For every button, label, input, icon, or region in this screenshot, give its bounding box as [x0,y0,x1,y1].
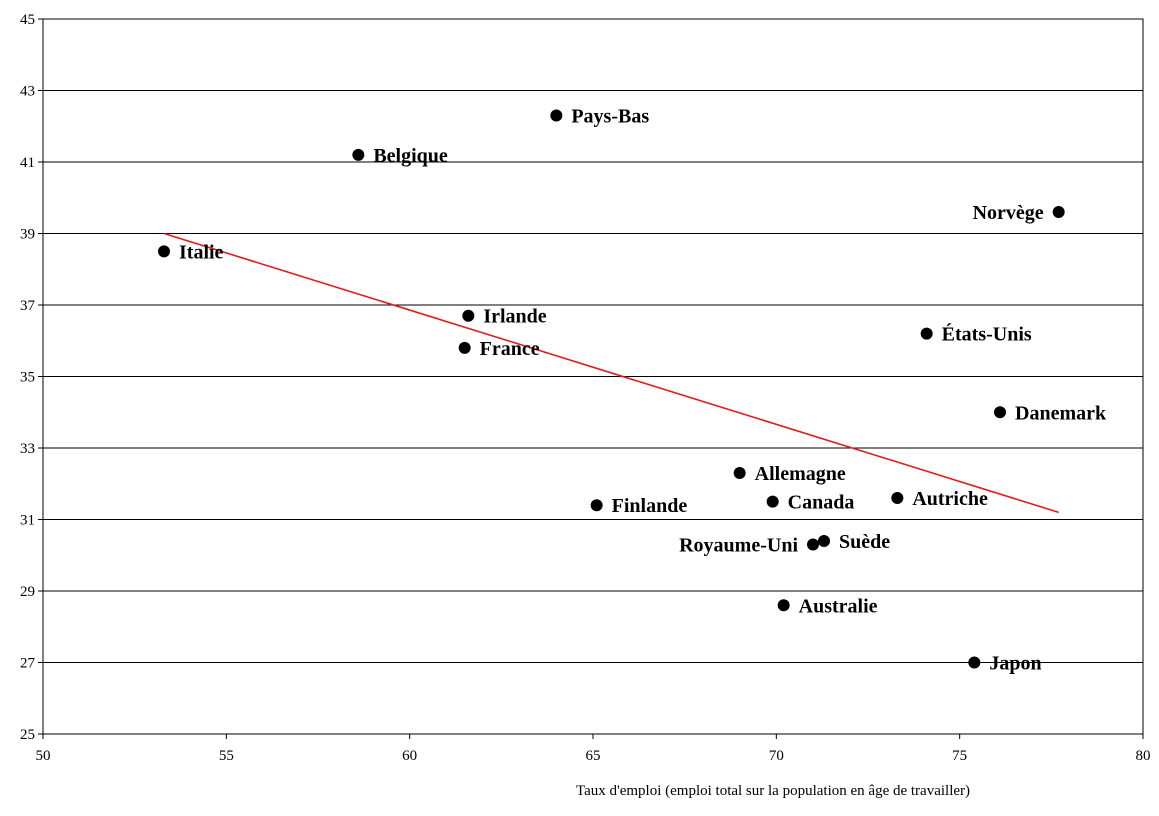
x-axis-label: Taux d'emploi (emploi total sur la popul… [576,783,970,799]
point-label: Japon [989,653,1041,675]
point-danemark: Danemark [994,402,1107,424]
point-label: Australie [799,595,878,617]
point-marker [766,495,779,508]
point-canada: Canada [766,492,855,514]
x-tick-label: 50 [36,748,51,764]
point-marker [458,341,471,354]
x-axis-ticks: 50 55 60 65 70 75 80 [36,734,1151,764]
point-suède: Suède [818,531,890,553]
x-tick-label: 65 [586,748,601,764]
point-marker [1052,206,1065,219]
point-marker [994,406,1006,419]
point-italie: Italie [158,241,224,263]
point-label: Royaume-Uni [679,535,798,557]
y-tick-label: 29 [20,584,35,600]
point-australie: Australie [777,595,878,617]
point-marker [920,327,933,340]
trend-line [163,232,1059,514]
point-marker [158,245,170,258]
point-label: Belgique [373,145,448,167]
point-allemagne: Allemagne [733,463,846,485]
point-japon: Japon [968,653,1042,675]
point-marker [733,467,746,480]
y-tick-label: 27 [20,656,36,672]
point-label: France [480,338,540,360]
point-marker [462,309,475,322]
x-tick-label: 60 [402,748,417,764]
x-tick-label: 70 [769,748,784,764]
point-marker [777,599,790,612]
point-label: Danemark [1015,402,1107,424]
y-tick-label: 33 [20,441,35,457]
y-tick-label: 31 [20,513,35,529]
point-label: Suède [839,531,890,553]
y-tick-label: 37 [20,298,36,314]
x-tick-label: 75 [952,748,967,764]
point-norvège: Norvège [973,202,1065,224]
point-label: Norvège [973,202,1044,224]
point-label: Allemagne [755,463,846,485]
point-label: Irlande [483,306,546,328]
x-tick-label: 80 [1136,748,1151,764]
point-france: France [458,338,540,360]
point-finlande: Finlande [590,495,688,517]
point-royaume-uni: Royaume-Uni [679,535,819,557]
point-marker [807,538,819,551]
y-tick-label: 43 [20,84,35,100]
point-états-unis: États-Unis [920,323,1032,346]
point-label: Autriche [912,488,988,510]
point-marker [590,499,603,512]
y-tick-label: 35 [20,370,35,386]
data-points: Italie Belgique Pays-Bas Irlande France Norvè… [158,106,1107,675]
point-marker [352,148,365,161]
point-label: Canada [788,492,855,514]
y-tick-label: 25 [20,727,35,743]
x-tick-label: 55 [219,748,234,764]
point-label: Pays-Bas [571,106,649,128]
y-tick-label: 41 [20,155,35,171]
point-irlande: Irlande [462,306,547,328]
point-marker [818,534,830,547]
point-autriche: Autriche [891,488,988,510]
point-label: Finlande [612,495,688,517]
point-label: Italie [179,241,224,263]
y-tick-label: 45 [20,12,35,28]
point-pays-bas: Pays-Bas [550,106,649,128]
y-axis-ticks: 25 27 29 31 33 35 37 39 41 43 45 [20,12,43,743]
point-marker [550,109,563,122]
y-tick-label: 39 [20,227,35,243]
point-belgique: Belgique [352,145,448,167]
point-label: États-Unis [942,323,1032,346]
point-marker [891,492,904,505]
point-marker [968,656,981,669]
